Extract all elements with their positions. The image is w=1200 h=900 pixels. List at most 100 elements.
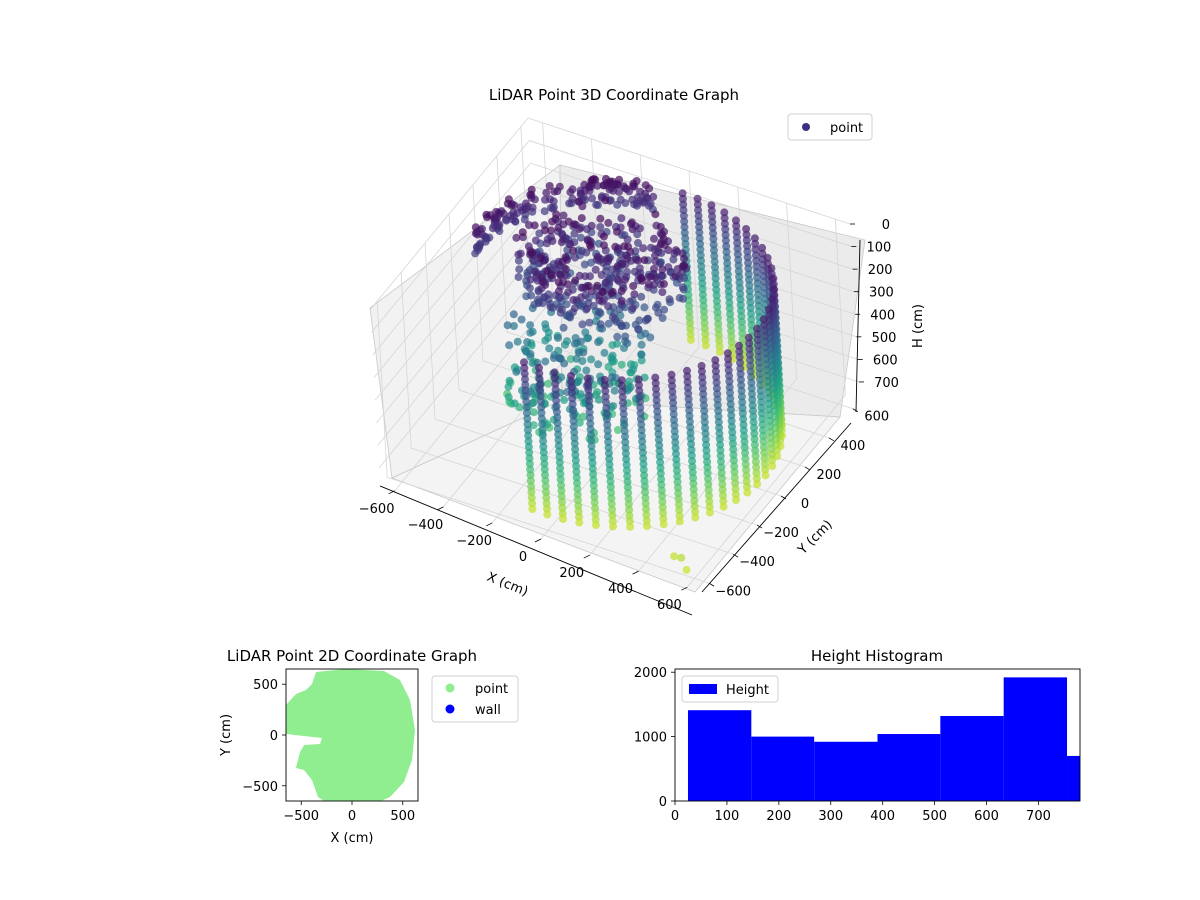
point-3d <box>617 214 626 223</box>
point-3d <box>740 437 749 446</box>
point-3d <box>509 322 518 330</box>
y-tick-mark <box>852 408 859 413</box>
x-tick-label-histogram: 100 <box>715 809 740 824</box>
point-3d <box>545 182 554 190</box>
y-tick-label: 600 <box>864 410 889 425</box>
point-3d <box>561 265 570 274</box>
point-3d <box>604 437 613 446</box>
point-3d <box>754 301 763 310</box>
point-3d <box>582 248 591 257</box>
point-3d <box>668 382 677 390</box>
point-3d <box>571 456 580 465</box>
y-tick-mark <box>732 553 739 558</box>
point-3d <box>596 320 605 329</box>
point-3d <box>750 423 758 432</box>
x-tick-label: 0 <box>519 550 527 565</box>
point-3d <box>652 401 661 410</box>
point-3d <box>575 512 583 521</box>
y-tick-mark <box>708 582 715 587</box>
point-3d <box>541 476 550 485</box>
point-3d <box>646 333 655 342</box>
point-3d <box>488 224 497 233</box>
point-3d <box>569 246 578 255</box>
point-3d <box>542 188 551 197</box>
point-3d <box>611 242 620 251</box>
x-tick-label: 400 <box>608 582 633 597</box>
point-3d <box>504 393 513 402</box>
point-3d <box>608 373 616 382</box>
point-3d <box>625 517 634 526</box>
point-3d <box>655 441 664 450</box>
point-3d <box>747 384 756 393</box>
grid-left-z <box>370 140 530 333</box>
point-3d <box>731 484 740 493</box>
point-3d <box>746 367 755 376</box>
point-3d <box>636 409 645 418</box>
point-3d <box>725 293 734 301</box>
point-3d <box>679 200 688 209</box>
histogram-bar <box>877 734 941 801</box>
point-3d <box>572 354 581 363</box>
point-3d <box>754 352 763 361</box>
point-3d <box>610 386 619 395</box>
point-3d <box>745 275 753 284</box>
x-tick-label-2d: 500 <box>390 809 415 824</box>
point-3d <box>640 303 649 312</box>
point-3d <box>613 426 622 434</box>
point-3d <box>617 360 626 369</box>
point-3d <box>512 367 521 376</box>
point-3d <box>665 295 674 304</box>
point-3d <box>713 395 722 404</box>
point-3d <box>528 505 537 513</box>
point-3d <box>670 552 679 561</box>
point-3d <box>746 292 754 301</box>
point-3d <box>590 487 599 496</box>
point-3d <box>659 509 667 517</box>
grid-back-z <box>527 117 851 225</box>
point-3d <box>528 248 537 257</box>
point-3d <box>726 388 734 397</box>
point-3d <box>687 440 696 449</box>
point-3d <box>613 339 622 348</box>
point-3d <box>765 422 774 431</box>
point-3d <box>623 339 632 348</box>
point-3d <box>680 261 689 270</box>
point-3d <box>566 355 575 364</box>
point-3d <box>582 366 591 375</box>
point-3d <box>594 395 603 404</box>
point-3d <box>514 250 523 259</box>
z-tick-label: 400 <box>870 308 895 323</box>
point-3d <box>621 449 630 458</box>
point-3d <box>471 223 480 232</box>
point-3d <box>656 469 665 478</box>
point-3d <box>679 294 687 303</box>
grid-left-y <box>496 155 508 332</box>
pane-floor <box>390 399 841 593</box>
grid-floor-y <box>530 302 853 410</box>
point-3d <box>554 430 563 439</box>
point-3d <box>613 275 622 284</box>
y-tick-label-histogram: 0 <box>659 795 667 810</box>
point-3d <box>509 310 518 319</box>
point-3d <box>556 475 565 484</box>
point-3d <box>654 430 663 438</box>
point-3d <box>554 223 563 232</box>
point-3d <box>743 247 752 256</box>
histogram-bar <box>940 716 1004 801</box>
chart-2d-title: LiDAR Point 2D Coordinate Graph <box>227 647 477 665</box>
point-3d <box>553 419 562 428</box>
point-3d <box>604 319 613 328</box>
z-tick-label: 600 <box>873 353 898 368</box>
point-3d <box>715 347 724 356</box>
point-3d <box>563 280 572 289</box>
point-3d <box>646 272 655 281</box>
point-3d <box>708 218 717 227</box>
point-3d <box>594 338 603 347</box>
y-tick-mark <box>804 466 811 471</box>
point-3d <box>555 458 564 467</box>
point-3d <box>640 256 649 265</box>
point-3d <box>529 256 538 265</box>
point-3d <box>634 325 643 334</box>
point-3d <box>551 374 559 382</box>
point-3d <box>729 456 738 465</box>
